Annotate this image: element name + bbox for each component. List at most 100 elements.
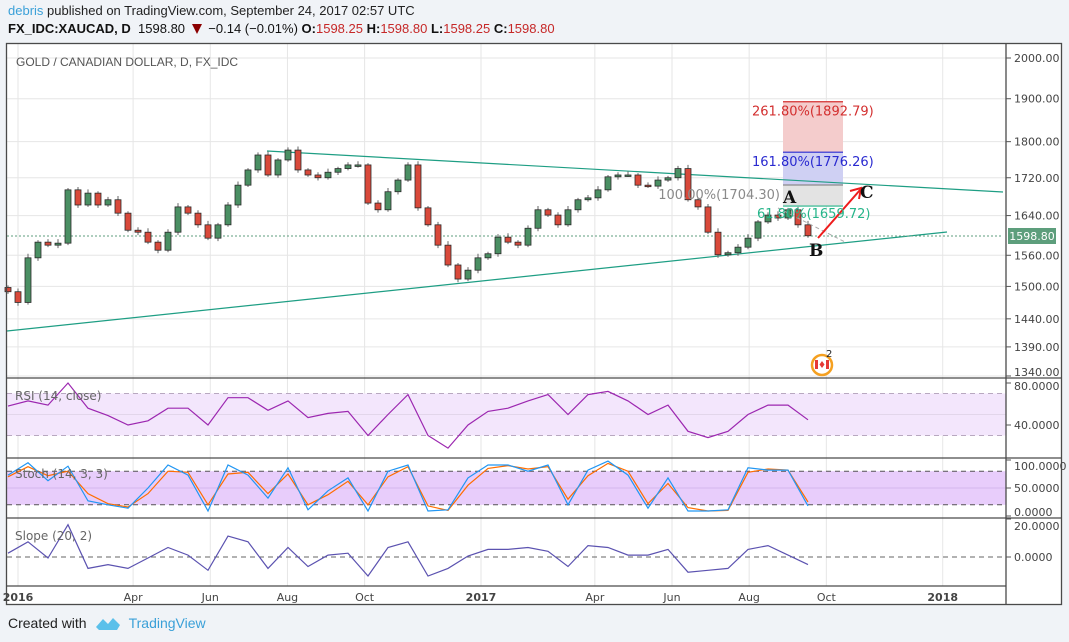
candle <box>514 241 522 246</box>
candle <box>374 202 382 211</box>
candle <box>24 257 32 303</box>
candle <box>214 224 222 239</box>
candle <box>54 242 62 246</box>
candle <box>484 253 492 259</box>
candle <box>354 164 362 167</box>
candle <box>594 189 602 199</box>
close-label: C: <box>493 21 508 36</box>
candle <box>284 149 292 161</box>
candle <box>254 154 262 171</box>
candle <box>174 206 182 233</box>
red-arrow[interactable] <box>817 186 863 239</box>
rsi-tick-label: 40.0000 <box>1014 419 1060 432</box>
slope-title: Slope (20, 2) <box>15 529 92 543</box>
candle <box>224 204 232 226</box>
stoch-tick-label: 0.0000 <box>1014 506 1053 519</box>
axes: 2000.00 1900.00 1800.00 1720.00 1640.00 1560.… <box>3 52 1067 604</box>
rsi-title: RSI (14, close) <box>15 389 101 403</box>
fib-extension[interactable] <box>783 101 843 207</box>
time-tick-label: Oct <box>817 591 837 604</box>
candle <box>144 231 152 243</box>
published-text: published on TradingView.com, September … <box>47 3 415 18</box>
time-tick-label: 2016 <box>3 591 34 604</box>
stoch-tick-label: 50.0000 <box>1014 482 1060 495</box>
price-tick-label: 1500.00 <box>1014 280 1060 293</box>
price-tick-label: 1800.00 <box>1014 136 1060 149</box>
candle <box>4 287 12 293</box>
low-value: 1598.25 <box>443 21 491 36</box>
time-tick-label: Aug <box>277 591 298 604</box>
price-tick-label: 1720.00 <box>1014 172 1060 185</box>
stoch-d-line <box>7 462 809 512</box>
candle <box>104 199 112 206</box>
candle <box>194 212 202 226</box>
candle <box>364 164 372 204</box>
candle <box>74 189 82 206</box>
candle <box>14 291 22 303</box>
time-tick-label: 2017 <box>466 591 497 604</box>
symbol-legend: FX_IDC:XAUCAD, D 1598.80 −0.14 (−0.01%) … <box>8 21 555 36</box>
candle <box>344 164 352 169</box>
time-tick-label: 2018 <box>927 591 958 604</box>
price-tick-label: 1440.00 <box>1014 313 1060 326</box>
candle <box>504 236 512 243</box>
time-tick-label: Apr <box>124 591 144 604</box>
candle <box>784 209 792 219</box>
low-label: L: <box>430 21 444 36</box>
stoch-title: Stoch (14, 3, 3) <box>15 467 108 481</box>
maple-leaf-icon <box>819 361 825 368</box>
candle <box>634 174 642 186</box>
candle <box>44 241 52 246</box>
open-value: 1598.25 <box>315 21 363 36</box>
fib-level-label: 100.00%(1704.30) <box>658 188 780 203</box>
chart-title: GOLD / CANADIAN DOLLAR, D, FX_IDC <box>16 55 238 69</box>
wave-projection-dashed[interactable] <box>777 207 846 243</box>
candle <box>184 206 192 214</box>
candle <box>444 244 452 266</box>
candle <box>434 224 442 246</box>
rsi-tick-label: 80.0000 <box>1014 380 1060 393</box>
upper-trendline[interactable] <box>266 150 1004 193</box>
fib-zone <box>783 152 843 186</box>
candle <box>414 164 422 209</box>
candle <box>714 231 722 256</box>
slope-tick-label: 0.0000 <box>1014 551 1053 564</box>
fib-level-label: 61.80%(1659.72) <box>757 207 870 222</box>
stoch-k-line <box>7 460 809 513</box>
author-link[interactable]: debris <box>8 3 44 18</box>
candle <box>744 237 752 248</box>
candle <box>94 192 102 206</box>
candle <box>464 269 472 280</box>
candle <box>754 221 762 239</box>
candle <box>164 231 172 251</box>
candle <box>604 176 612 191</box>
candle <box>114 199 122 214</box>
candle <box>584 197 592 201</box>
price-change: −0.14 (−0.01%) <box>208 21 298 36</box>
tradingview-link[interactable]: TradingView <box>128 615 206 631</box>
time-tick-label: Apr <box>585 591 605 604</box>
rsi-line <box>7 382 809 449</box>
candle <box>454 264 462 280</box>
candle <box>384 191 392 211</box>
candle <box>664 177 672 181</box>
stoch-tick-label: 100.0000 <box>1014 460 1067 473</box>
slope-tick-label: 20.0000 <box>1014 520 1060 533</box>
candle <box>564 209 572 226</box>
candle <box>644 184 652 188</box>
open-label: O: <box>301 21 316 36</box>
fib-level-label: 161.80%(1776.26) <box>752 155 874 170</box>
high-value: 1598.80 <box>380 21 428 36</box>
pane-borders <box>5 42 1063 606</box>
canada-event-icon[interactable]: 2 <box>810 349 834 377</box>
candle <box>264 154 272 176</box>
indicator-bands <box>7 393 1006 558</box>
candle <box>574 199 582 211</box>
candle <box>34 241 42 259</box>
candle <box>674 168 682 179</box>
candle <box>304 169 312 176</box>
wave-label-b: B <box>809 241 823 261</box>
close-value: 1598.80 <box>507 21 555 36</box>
lower-trendline[interactable] <box>6 231 948 332</box>
